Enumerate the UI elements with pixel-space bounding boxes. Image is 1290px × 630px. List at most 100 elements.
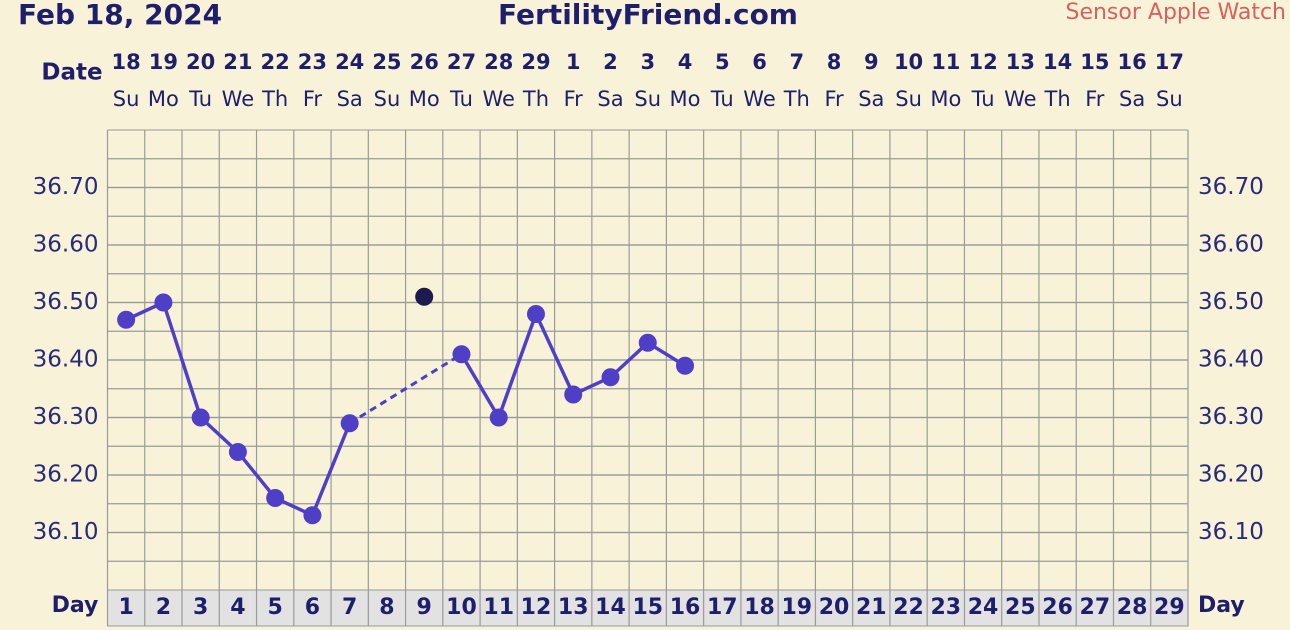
day-row (107, 589, 1189, 627)
x-tick-label: 9 (417, 595, 432, 620)
date-label: 25 (372, 50, 401, 74)
day-label: Day (52, 593, 99, 618)
weekday-label: Su (895, 87, 922, 111)
date-label: 9 (864, 50, 879, 74)
source: Sensor Apple Watch (1065, 0, 1286, 25)
weekday-label: Mo (930, 87, 961, 111)
date-label: 13 (1006, 50, 1035, 74)
x-tick-label: 16 (670, 595, 701, 620)
weekday-label: Mo (409, 87, 440, 111)
date-label: 15 (1080, 50, 1109, 74)
temperature-point (228, 443, 247, 461)
weekday-label: Su (113, 87, 140, 111)
x-tick-label: 23 (931, 595, 962, 620)
weekday-label: Fr (824, 87, 844, 111)
date-label: 16 (1117, 50, 1146, 74)
date-label: 19 (149, 50, 178, 74)
date-label: 27 (447, 50, 476, 74)
x-tick-label: 19 (781, 595, 812, 620)
x-tick-label: 27 (1080, 595, 1111, 620)
x-tick-label: 25 (1005, 595, 1036, 620)
x-tick-label: 14 (595, 595, 626, 620)
y-tick-label: 36.50 (33, 289, 99, 315)
date-label: 26 (410, 50, 439, 74)
date-label: 6 (752, 50, 767, 74)
temperature-point (154, 293, 173, 312)
date-label: 1 (566, 50, 581, 74)
y-tick-label-right: 36.70 (1198, 174, 1264, 200)
date-label: 23 (298, 50, 327, 74)
weekday-label: Tu (188, 87, 212, 111)
date-label: Date (41, 60, 102, 86)
date-label: 10 (894, 50, 923, 74)
weekday-label: Sa (858, 87, 884, 111)
x-tick-label: 29 (1154, 595, 1185, 620)
y-tick-label: 36.30 (33, 404, 99, 430)
weekday-label: Th (783, 87, 810, 111)
x-tick-label: 6 (305, 595, 320, 620)
temperature-point (266, 489, 285, 507)
date-label: 24 (335, 50, 364, 74)
weekday-label: Th (522, 87, 549, 111)
weekday-label: Mo (148, 87, 179, 111)
x-tick-label: 10 (446, 595, 477, 620)
date-label: 4 (678, 50, 693, 74)
weekday-label: Fr (564, 87, 584, 111)
weekday-label: Fr (303, 87, 323, 111)
weekday-label: Tu (971, 87, 995, 111)
date-label: 3 (640, 50, 655, 74)
y-tick-label-right: 36.20 (1198, 462, 1264, 488)
weekday-label: We (482, 87, 514, 111)
y-tick-label: 36.60 (33, 232, 99, 258)
x-tick-label: 2 (156, 595, 171, 620)
y-tick-label-right: 36.30 (1198, 404, 1264, 430)
date-label: 2 (603, 50, 618, 74)
x-tick-label: 3 (193, 595, 208, 620)
temperature-point (564, 385, 583, 404)
x-tick-label: 24 (968, 595, 999, 620)
temperature-point (117, 310, 136, 329)
weekday-label: Su (374, 87, 401, 111)
weekday-label: Sa (337, 87, 363, 111)
date-label: 28 (484, 50, 513, 74)
y-tick-label-right: 36.60 (1198, 232, 1264, 258)
y-tick-label-right: 36.50 (1198, 289, 1264, 315)
date-label: 7 (789, 50, 804, 74)
date-label: 14 (1043, 50, 1072, 74)
x-tick-label: 11 (483, 595, 514, 620)
date-label: 20 (186, 50, 215, 74)
weekday-label: Sa (1119, 87, 1145, 111)
x-tick-label: 1 (118, 595, 133, 620)
temperature-point (489, 408, 508, 427)
x-tick-label: 12 (521, 595, 552, 620)
y-tick-label: 36.10 (33, 519, 99, 545)
date-label: 5 (715, 50, 730, 74)
date-label: 17 (1155, 50, 1184, 74)
weekday-label: Fr (1085, 87, 1105, 111)
date-label: 21 (223, 50, 252, 74)
weekday-label: We (1004, 87, 1036, 111)
x-tick-label: 28 (1117, 595, 1148, 620)
date-label: 8 (827, 50, 842, 74)
date-label: 29 (521, 50, 550, 74)
x-tick-label: 22 (893, 595, 924, 620)
x-tick-label: 5 (268, 595, 283, 620)
date-label: 22 (261, 50, 290, 74)
x-tick-label: 20 (819, 595, 850, 620)
weekday-label: Su (1156, 87, 1183, 111)
x-tick-label: 17 (707, 595, 738, 620)
header-date: Feb 18, 2024 (18, 0, 222, 31)
y-tick-label-right: 36.40 (1198, 347, 1264, 373)
temperature-point (638, 333, 657, 352)
y-tick-label: 36.40 (33, 347, 99, 373)
temperature-point (191, 408, 210, 427)
gap-bridge (348, 352, 463, 425)
x-tick-label: 13 (558, 595, 589, 620)
weekday-label: We (743, 87, 775, 111)
x-tick-label: 26 (1042, 595, 1073, 620)
weekday-label: Th (1044, 87, 1071, 111)
date-label: 12 (968, 50, 997, 74)
y-tick-label: 36.70 (33, 174, 99, 200)
